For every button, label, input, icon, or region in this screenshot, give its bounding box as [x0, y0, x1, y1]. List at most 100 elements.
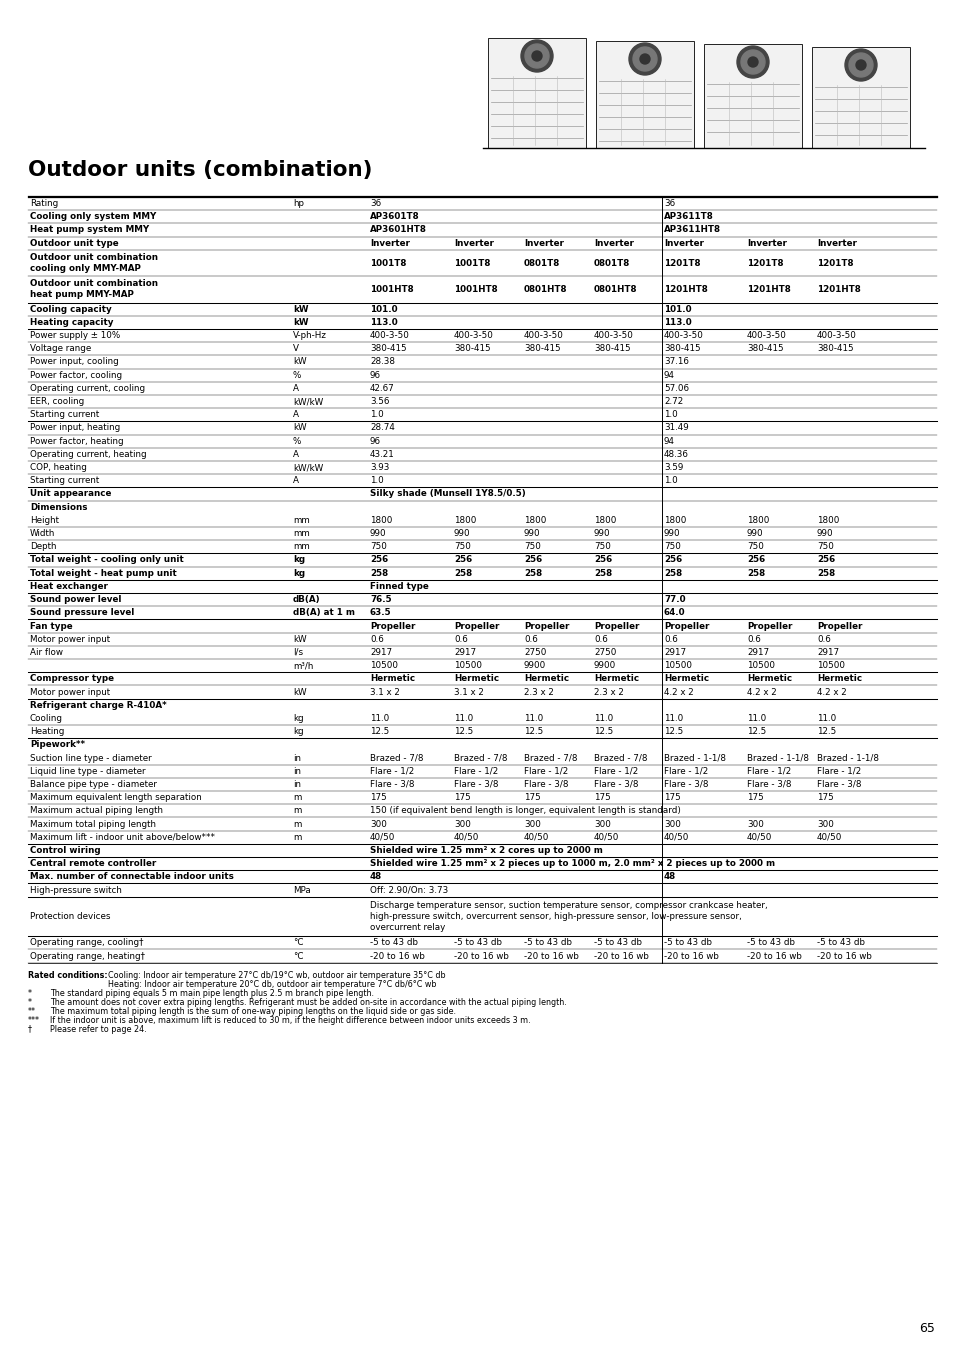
- Text: kg: kg: [293, 728, 303, 736]
- Text: -20 to 16 wb: -20 to 16 wb: [663, 952, 719, 960]
- Text: 9900: 9900: [523, 662, 546, 670]
- Text: Inverter: Inverter: [594, 239, 633, 247]
- Text: 400-3-50: 400-3-50: [594, 331, 633, 340]
- Text: 1001HT8: 1001HT8: [370, 285, 414, 294]
- Text: Brazed - 1-1/8: Brazed - 1-1/8: [663, 753, 725, 763]
- Text: Cooling capacity: Cooling capacity: [30, 305, 112, 313]
- Text: *: *: [28, 988, 32, 998]
- Text: 57.06: 57.06: [663, 383, 688, 393]
- Circle shape: [855, 59, 865, 70]
- Text: 2917: 2917: [663, 648, 685, 657]
- Text: 12.5: 12.5: [454, 728, 473, 736]
- Text: Flare - 3/8: Flare - 3/8: [663, 780, 708, 788]
- Text: kg: kg: [293, 714, 303, 722]
- Text: Heat exchanger: Heat exchanger: [30, 582, 108, 591]
- Text: 175: 175: [594, 792, 610, 802]
- Text: Air flow: Air flow: [30, 648, 63, 657]
- Text: Sound pressure level: Sound pressure level: [30, 609, 134, 617]
- Text: Shielded wire 1.25 mm² x 2 pieces up to 1000 m, 2.0 mm² x 2 pieces up to 2000 m: Shielded wire 1.25 mm² x 2 pieces up to …: [370, 859, 774, 868]
- Text: kW/kW: kW/kW: [293, 463, 323, 472]
- Text: kW: kW: [293, 634, 306, 644]
- Text: 2917: 2917: [816, 648, 839, 657]
- Text: 1001T8: 1001T8: [454, 258, 490, 267]
- Text: Cooling only system MMY: Cooling only system MMY: [30, 212, 156, 221]
- Text: Brazed - 1-1/8: Brazed - 1-1/8: [816, 753, 878, 763]
- Text: Power factor, cooling: Power factor, cooling: [30, 371, 122, 379]
- Text: 750: 750: [663, 543, 680, 551]
- Text: Brazed - 7/8: Brazed - 7/8: [454, 753, 507, 763]
- Text: 10500: 10500: [370, 662, 397, 670]
- Text: 1201T8: 1201T8: [816, 258, 853, 267]
- Text: 1201T8: 1201T8: [746, 258, 782, 267]
- Text: Propeller: Propeller: [746, 621, 792, 630]
- Text: 175: 175: [816, 792, 833, 802]
- Text: kW/kW: kW/kW: [293, 397, 323, 406]
- Text: Brazed - 7/8: Brazed - 7/8: [594, 753, 647, 763]
- Text: 750: 750: [816, 543, 833, 551]
- Text: 1800: 1800: [370, 516, 392, 525]
- Text: Propeller: Propeller: [523, 621, 569, 630]
- Text: 63.5: 63.5: [370, 609, 392, 617]
- Circle shape: [633, 47, 657, 72]
- Text: m³/h: m³/h: [293, 662, 313, 670]
- Text: 300: 300: [370, 819, 387, 829]
- Text: 2.3 x 2: 2.3 x 2: [523, 687, 554, 697]
- Text: -5 to 43 db: -5 to 43 db: [663, 938, 711, 948]
- Text: Cooling: Cooling: [30, 714, 63, 722]
- Text: Operating range, heating†: Operating range, heating†: [30, 952, 145, 960]
- Text: 1001HT8: 1001HT8: [454, 285, 497, 294]
- Text: hp: hp: [293, 198, 304, 208]
- Text: Width: Width: [30, 529, 55, 539]
- Text: Power supply ± 10%: Power supply ± 10%: [30, 331, 120, 340]
- Text: Protection devices: Protection devices: [30, 911, 111, 921]
- Text: Flare - 3/8: Flare - 3/8: [454, 780, 498, 788]
- Text: 150 (if equivalent bend length is longer, equivalent length is standard): 150 (if equivalent bend length is longer…: [370, 806, 680, 815]
- Text: Inverter: Inverter: [816, 239, 856, 247]
- Text: 990: 990: [370, 529, 386, 539]
- Text: 40/50: 40/50: [523, 833, 549, 841]
- Text: Refrigerant charge R-410A*: Refrigerant charge R-410A*: [30, 701, 167, 710]
- Text: 1800: 1800: [594, 516, 616, 525]
- Text: V-ph-Hz: V-ph-Hz: [293, 331, 327, 340]
- Text: 2750: 2750: [523, 648, 546, 657]
- Text: 2.72: 2.72: [663, 397, 682, 406]
- Text: Pipework**: Pipework**: [30, 740, 85, 749]
- Text: If the indoor unit is above, maximum lift is reduced to 30 m, if the height diff: If the indoor unit is above, maximum lif…: [50, 1015, 530, 1025]
- Text: 3.1 x 2: 3.1 x 2: [454, 687, 483, 697]
- Text: 37.16: 37.16: [663, 358, 688, 366]
- Text: kW: kW: [293, 317, 308, 327]
- Text: 11.0: 11.0: [454, 714, 473, 722]
- Text: 400-3-50: 400-3-50: [454, 331, 494, 340]
- Text: 12.5: 12.5: [663, 728, 682, 736]
- Text: 65: 65: [918, 1322, 934, 1335]
- Text: 2917: 2917: [746, 648, 768, 657]
- Text: 300: 300: [454, 819, 471, 829]
- Text: 380-415: 380-415: [746, 344, 782, 354]
- Text: °C: °C: [293, 952, 303, 960]
- Text: 96: 96: [370, 371, 380, 379]
- Text: 400-3-50: 400-3-50: [816, 331, 856, 340]
- Text: Height: Height: [30, 516, 59, 525]
- Text: 750: 750: [523, 543, 540, 551]
- Text: Liquid line type - diameter: Liquid line type - diameter: [30, 767, 146, 776]
- Text: 4.2 x 2: 4.2 x 2: [816, 687, 846, 697]
- Text: Brazed - 1-1/8: Brazed - 1-1/8: [746, 753, 808, 763]
- Text: 9900: 9900: [594, 662, 616, 670]
- Text: 990: 990: [663, 529, 679, 539]
- Text: 1.0: 1.0: [370, 477, 383, 485]
- Text: AP3611T8: AP3611T8: [663, 212, 713, 221]
- Text: High-pressure switch: High-pressure switch: [30, 886, 122, 895]
- Text: m: m: [293, 819, 301, 829]
- Circle shape: [520, 40, 553, 72]
- Text: Rated conditions:: Rated conditions:: [28, 971, 108, 980]
- Text: Finned type: Finned type: [370, 582, 428, 591]
- Text: AP3601HT8: AP3601HT8: [370, 225, 426, 235]
- Text: %: %: [293, 436, 301, 446]
- Text: Hermetic: Hermetic: [594, 674, 639, 683]
- Text: 1800: 1800: [816, 516, 839, 525]
- Text: 48: 48: [663, 872, 676, 882]
- Text: Please refer to page 24.: Please refer to page 24.: [50, 1025, 147, 1034]
- Circle shape: [737, 46, 768, 78]
- Text: 10500: 10500: [454, 662, 481, 670]
- Text: kg: kg: [293, 568, 305, 578]
